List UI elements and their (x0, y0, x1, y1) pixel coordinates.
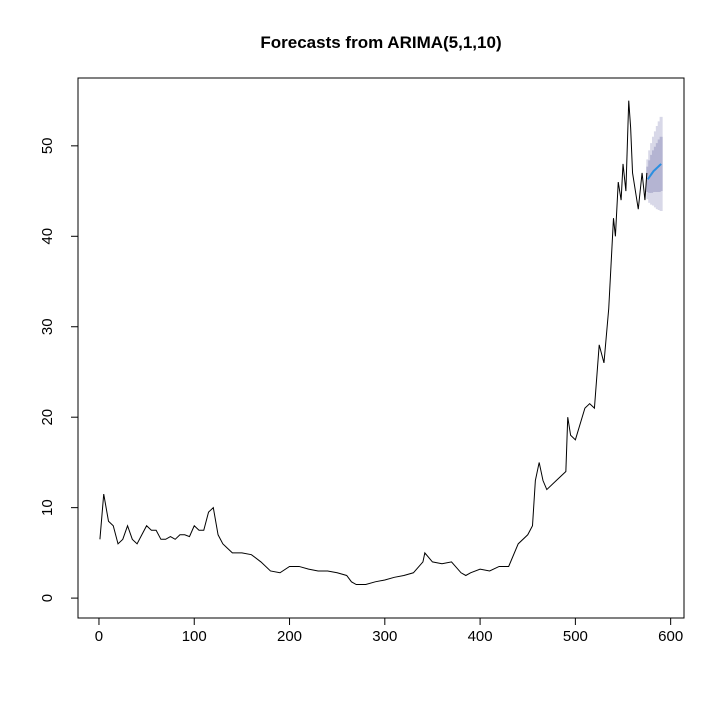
y-tick-label: 30 (39, 318, 56, 335)
chart-title: Forecasts from ARIMA(5,1,10) (260, 33, 501, 52)
y-tick-label: 20 (39, 409, 56, 426)
forecast-line (646, 163, 662, 180)
y-tick-label: 10 (39, 499, 56, 516)
x-tick-label: 300 (372, 628, 397, 645)
x-tick-label: 0 (95, 628, 103, 645)
x-tick-label: 600 (658, 628, 683, 645)
x-tick-label: 100 (182, 628, 207, 645)
y-tick-label: 0 (39, 594, 56, 602)
y-tick-label: 50 (39, 137, 56, 154)
history-line (99, 100, 648, 586)
x-tick-label: 200 (277, 628, 302, 645)
y-tick-label: 40 (39, 228, 56, 245)
x-tick-label: 500 (563, 628, 588, 645)
x-tick-label: 400 (468, 628, 493, 645)
